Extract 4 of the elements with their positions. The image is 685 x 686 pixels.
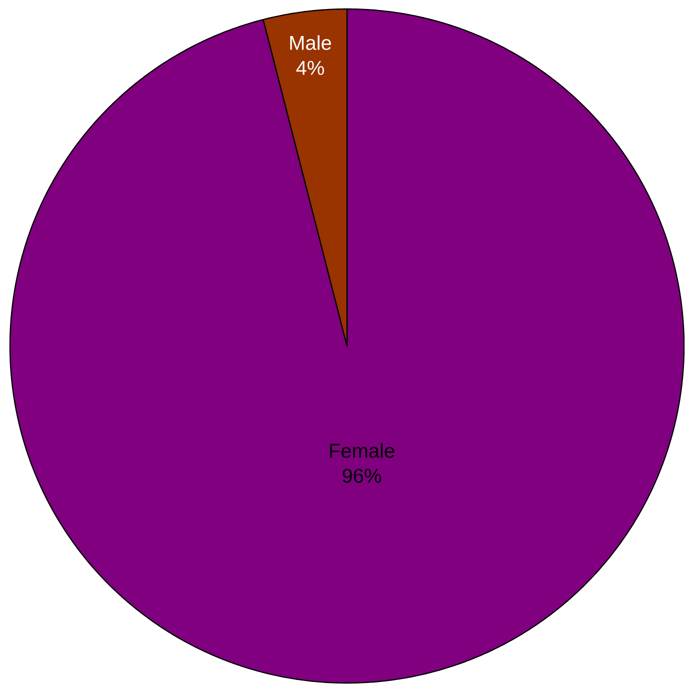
slice-label: Female: [330, 443, 394, 458]
data-label: 96%: [342, 468, 382, 483]
slice-label: Male: [290, 35, 332, 50]
data-label: 4%: [296, 60, 324, 75]
